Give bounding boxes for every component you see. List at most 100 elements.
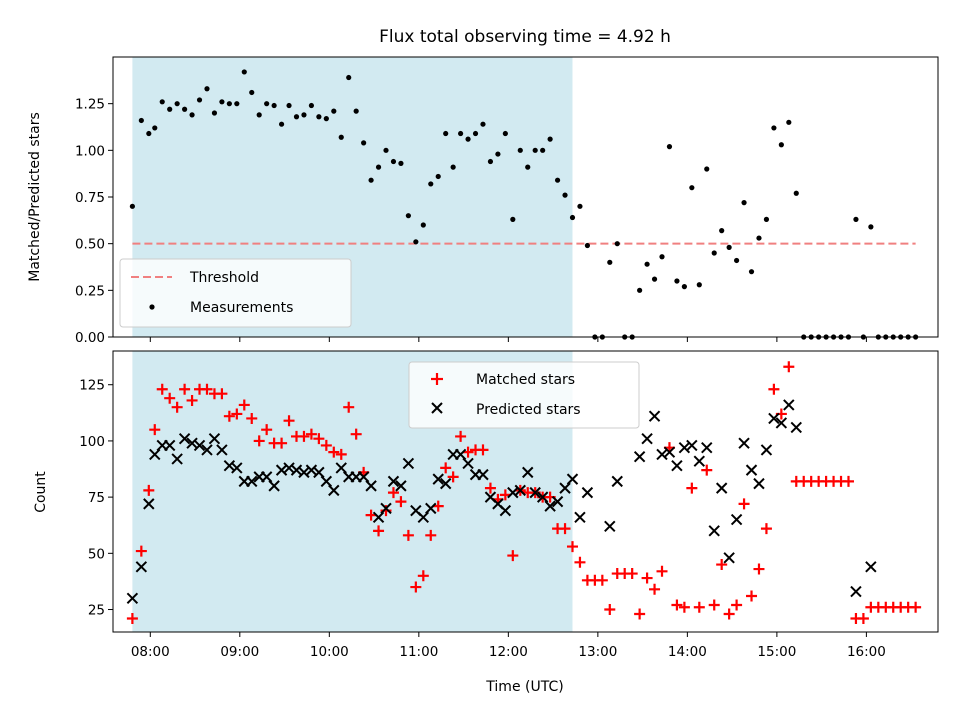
measurement-point [353, 108, 359, 114]
bottom-legend-box [408, 361, 640, 429]
matched-star-point [216, 388, 228, 400]
predicted-star-point [313, 466, 325, 479]
predicted-star-point [790, 421, 802, 434]
top-y-tick-label: 0.00 [75, 330, 105, 346]
measurement-point [293, 114, 300, 120]
predicted-star-point [201, 444, 213, 456]
matched-star-point [387, 487, 399, 499]
matched-star-point [328, 446, 340, 458]
measurement-point [868, 224, 874, 230]
predicted-star-point [499, 504, 512, 517]
predicted-star-point [715, 482, 728, 494]
predicted-stars-series [126, 399, 877, 604]
matched-star-point [425, 529, 437, 541]
measurement-point [189, 112, 195, 118]
matched-star-point [671, 599, 683, 611]
measurement-point [666, 144, 673, 150]
matched-star-point [380, 505, 392, 517]
predicted-star-point [387, 475, 400, 488]
x-tick-label: 16:00 [847, 644, 886, 660]
measurement-point [234, 101, 240, 107]
measurement-point [771, 125, 777, 131]
measurement-point [651, 276, 658, 282]
matched-star-point [276, 437, 288, 449]
predicted-star-point [522, 466, 534, 479]
matched-star-point [842, 475, 854, 487]
predicted-star-point [701, 441, 713, 454]
predicted-star-point [559, 482, 571, 494]
matched-star-point [857, 613, 869, 625]
measurement-point [308, 102, 315, 109]
predicted-star-point [775, 417, 788, 429]
predicted-star-point [633, 450, 646, 463]
measurement-point [174, 101, 180, 107]
predicted-star-point [514, 484, 526, 497]
measurement-point [607, 259, 613, 265]
matched-star-point [678, 601, 690, 613]
matched-star-point [143, 484, 155, 496]
measurement-point [748, 269, 755, 275]
matched-star-point [656, 565, 668, 577]
matched-star-point [499, 489, 511, 501]
predicted-star-point [298, 466, 310, 479]
measurement-point [196, 97, 203, 103]
predicted-star-point [768, 412, 780, 425]
measurement-point [211, 110, 218, 116]
measurement-point [182, 106, 188, 112]
predicted-star-point [365, 480, 377, 492]
matched-star-point [574, 556, 586, 568]
measurement-point [495, 151, 501, 157]
measurement-point [368, 177, 374, 183]
predicted-star-point [477, 468, 489, 481]
predicted-star-point [149, 448, 161, 461]
predicted-star-point [372, 511, 385, 524]
matched-star-point [335, 448, 347, 460]
top-x-axis-ticks [149, 337, 867, 342]
predicted-star-point [432, 473, 444, 485]
predicted-star-point [656, 448, 668, 461]
matched-star-point [746, 590, 758, 602]
predicted-star-point [320, 475, 333, 488]
matched-star-point [596, 574, 608, 586]
legend-measurements-swatch [149, 304, 155, 310]
measurement-point [681, 284, 687, 290]
measurement-point [741, 200, 747, 206]
top-y-tick-label: 0.50 [75, 237, 105, 253]
x-axis: 08:00 09:00 10:00 11:00 12:00 13:00 14:00 15:00… [131, 632, 886, 660]
measurement-point [525, 164, 531, 170]
measurement-point [584, 242, 591, 249]
predicted-star-point [730, 513, 743, 526]
measurement-point [138, 117, 144, 124]
measurement-point [480, 121, 486, 127]
measurement-point [510, 216, 516, 222]
predicted-star-point [507, 486, 519, 499]
matched-star-point [261, 424, 273, 436]
measurement-point [152, 125, 158, 131]
matched-star-point [135, 545, 147, 557]
predicted-star-point [143, 498, 155, 510]
measurement-point [472, 130, 479, 137]
measurement-point [249, 89, 255, 96]
matched-star-point [223, 410, 235, 422]
predicted-star-point [865, 561, 877, 573]
bottom-plot-frame [112, 350, 939, 633]
predicted-star-point [208, 432, 221, 445]
predicted-star-point [723, 552, 735, 564]
bottom-y-axis-label: Count [33, 471, 49, 513]
measurement-point [383, 147, 389, 153]
predicted-star-point [536, 491, 549, 503]
bottom-y-tick-label: 75 [88, 490, 105, 506]
top-y-tick-label: 1.00 [75, 143, 105, 159]
matched-star-point [738, 498, 750, 510]
measurement-point [696, 282, 702, 288]
predicted-star-point [171, 453, 183, 465]
measurement-point [458, 130, 464, 137]
measurement-point [532, 147, 538, 153]
x-tick-label: 09:00 [220, 644, 259, 660]
measurement-point [853, 216, 859, 222]
measurement-point [361, 140, 367, 146]
matched-star-point [753, 563, 765, 575]
matched-star-point [731, 599, 743, 611]
predicted-star-point [135, 561, 148, 573]
measurement-point [413, 239, 419, 245]
